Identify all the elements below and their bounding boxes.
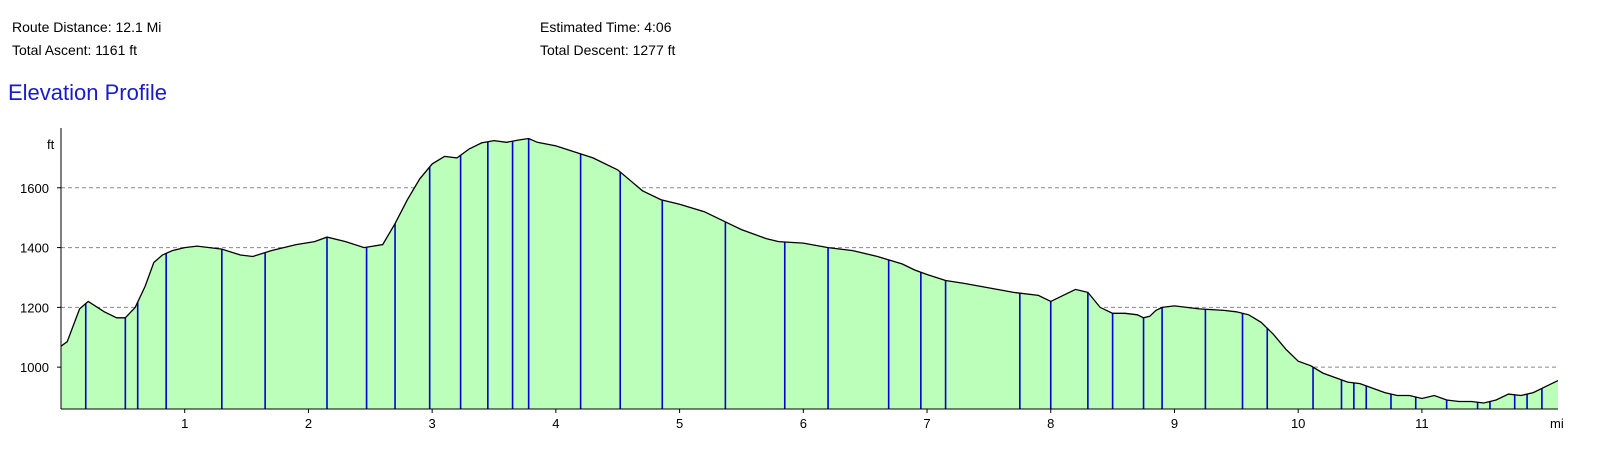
x-tick-label: 11 — [1415, 416, 1429, 431]
total-ascent: Total Ascent: 1161 ft — [12, 42, 138, 58]
y-tick-label: 1600 — [20, 181, 49, 196]
elevation-area — [61, 138, 1558, 409]
y-axis-unit-label: ft — [47, 137, 55, 152]
x-tick-label: 5 — [676, 416, 683, 431]
x-tick-label: 4 — [552, 416, 559, 431]
waypoint-markers — [84, 138, 1543, 409]
x-tick-label: 6 — [800, 416, 807, 431]
axis-labels: 1 2 3 4 5 6 7 8 9 10 11 1000 1200 1400 1600 ft mi — [20, 137, 1564, 431]
x-tick-label: 9 — [1171, 416, 1178, 431]
chart-title: Elevation Profile — [8, 80, 167, 105]
y-tick-label: 1200 — [20, 300, 49, 315]
y-tick-label: 1000 — [20, 360, 49, 375]
x-tick-label: 7 — [923, 416, 930, 431]
x-axis-unit-label: mi — [1550, 416, 1564, 431]
y-tick-label: 1400 — [20, 241, 49, 256]
x-tick-label: 10 — [1291, 416, 1305, 431]
x-tick-label: 8 — [1047, 416, 1054, 431]
route-distance: Route Distance: 12.1 Mi — [12, 19, 162, 35]
chart-axes — [57, 128, 1558, 413]
total-descent: Total Descent: 1277 ft — [540, 42, 676, 58]
x-tick-label: 2 — [305, 416, 312, 431]
estimated-time: Estimated Time: 4:06 — [540, 19, 672, 35]
elevation-line — [60, 137, 1559, 404]
x-tick-label: 3 — [429, 416, 436, 431]
x-tick-label: 1 — [181, 416, 188, 431]
elevation-chart: 1 2 3 4 5 6 7 8 9 10 11 1000 1200 1400 1600 ft mi — [20, 128, 1564, 431]
